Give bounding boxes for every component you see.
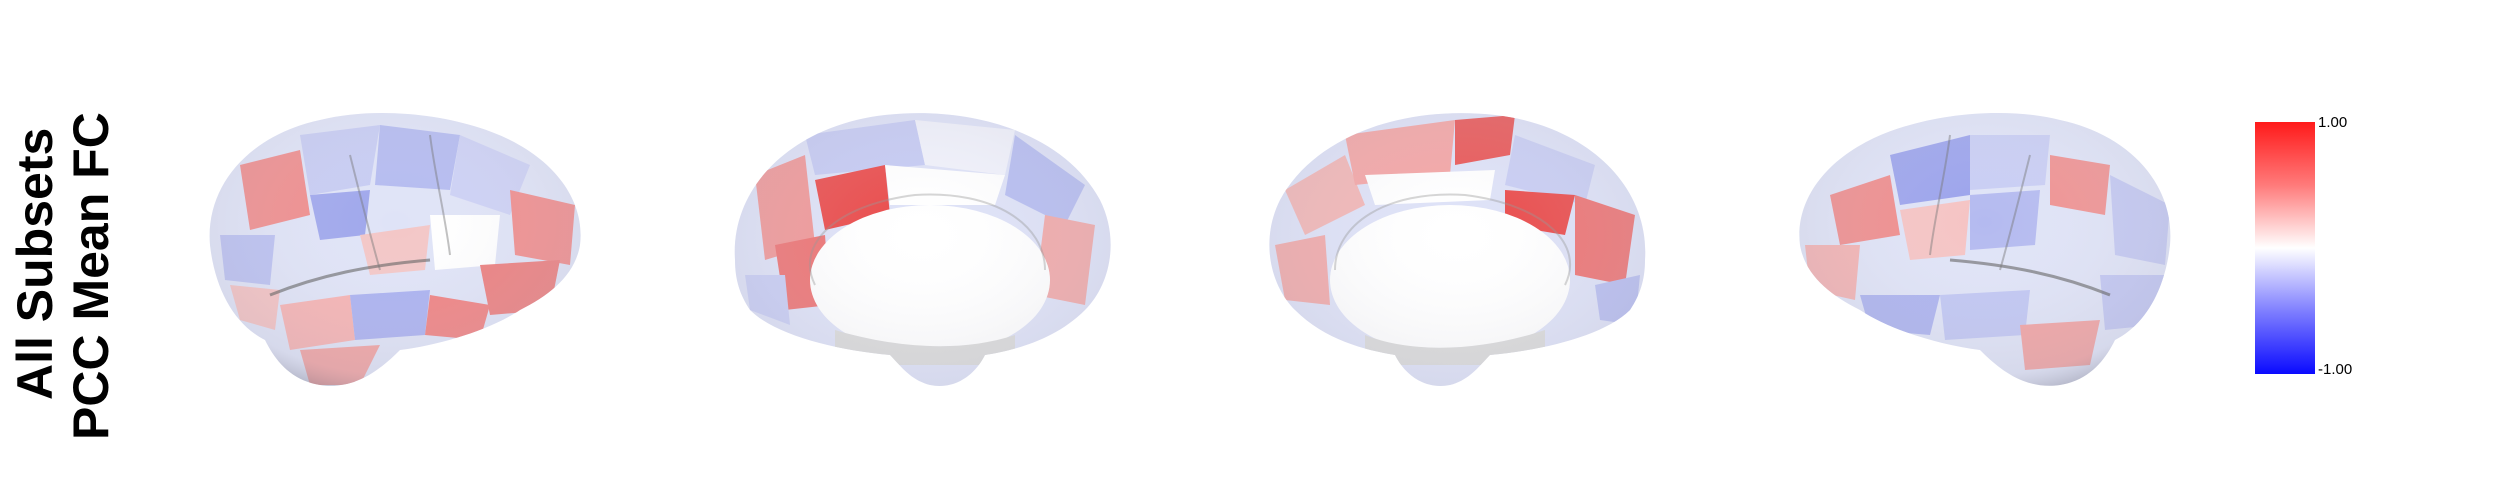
brain-right-medial-view <box>1255 95 1665 425</box>
brain-left-medial-view <box>715 95 1125 425</box>
colorbar-max-label: 1.00 <box>2318 114 2348 131</box>
colorbar-gradient <box>2255 122 2315 374</box>
brain-left-lateral-view <box>180 95 610 425</box>
colorbar <box>2255 122 2315 374</box>
brain-right-lateral-view <box>1770 95 2200 425</box>
colorbar-min-label: -1.00 <box>2318 361 2353 378</box>
title-line-2: PCC Mean FC <box>63 112 119 440</box>
figure-title: All Subsets PCC Mean FC <box>0 0 140 500</box>
title-line-1: All Subsets <box>7 128 63 400</box>
